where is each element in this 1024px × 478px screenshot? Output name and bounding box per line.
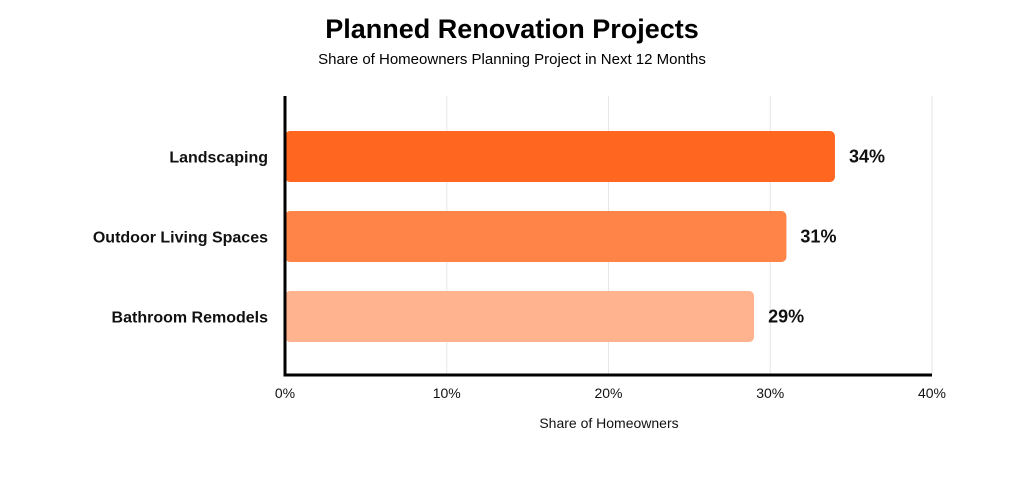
x-tick-label: 20% [594,385,622,401]
bars [285,131,835,342]
category-label: Outdoor Living Spaces [93,230,268,247]
labels: 0% 10% 20% 30% 40% Landscaping 34% Outdoor Livi… [93,147,946,402]
axes [283,96,932,377]
chart-subtitle: Share of Homeowners Planning Project in … [318,51,706,68]
x-axis-title: Share of Homeowners [539,415,678,431]
x-tick-label: 10% [433,385,461,401]
category-label: Landscaping [169,150,268,167]
value-label: 31% [800,227,836,247]
chart-title: Planned Renovation Projects [325,14,699,44]
bar [285,211,787,262]
x-tick-label: 0% [275,385,295,401]
x-tick-label: 40% [918,385,946,401]
bar [285,131,835,182]
value-label: 29% [768,307,804,327]
value-label: 34% [849,147,885,167]
x-tick-label: 30% [756,385,784,401]
bar [285,291,755,342]
category-label: Bathroom Remodels [112,310,269,327]
